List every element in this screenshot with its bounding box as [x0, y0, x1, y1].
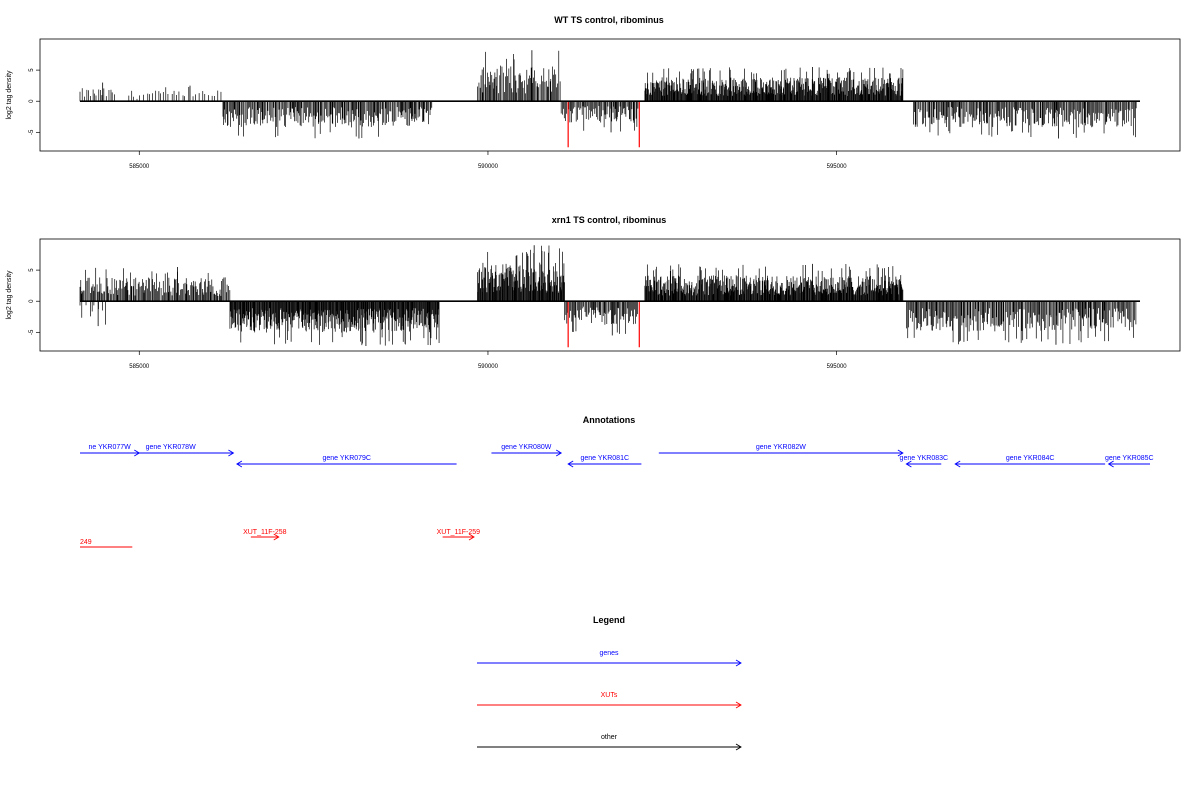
gene-arrow-arrowhead	[228, 449, 235, 457]
gene-arrow-arrowhead	[555, 449, 563, 457]
legend-label: XUTs	[601, 692, 618, 699]
xrn1-panel-title: xrn1 TS control, ribominus	[552, 215, 667, 225]
legend-label: other	[601, 734, 618, 741]
wt-x-tick-label: 590000	[478, 164, 499, 170]
gene-label: gene YKR080W	[501, 444, 551, 451]
xrn1-panel: xrn1 TS control, ribominus log2 tag dens…	[6, 215, 1181, 370]
xut-label: XUT_11F-259	[437, 529, 481, 536]
xrn1-plot-frame	[39, 238, 1181, 352]
wt-panel-title: WT TS control, ribominus	[554, 15, 664, 25]
annotations-track: Annotations ne YKR077W gene YKR078W gene Y…	[80, 415, 1154, 548]
gene-arrow-arrowhead	[236, 460, 243, 468]
legend-arrowhead	[735, 743, 742, 751]
xrn1-y-tick-label: -5	[29, 329, 35, 335]
annotation-items: ne YKR077W gene YKR078W gene YKR079C gene Y…	[80, 444, 1154, 548]
gene-arrow-arrowhead	[1107, 460, 1114, 468]
xut-arrow-arrowhead	[468, 533, 475, 541]
legend-items: genes XUTs other	[477, 650, 742, 751]
gene-arrow-arrowhead	[905, 460, 912, 468]
wt-y-tick-label: 0	[29, 99, 35, 103]
wt-y-tick-label: -5	[29, 129, 35, 135]
wt-y-axis-label: log2 tag density	[6, 70, 13, 120]
wt-bars	[79, 50, 1140, 148]
wt-x-tick-label: 595000	[827, 164, 848, 170]
gene-arrow-arrowhead	[954, 460, 961, 468]
xrn1-axes: -5 0 5 585000 590000 595000	[29, 268, 847, 370]
xut-label: XUT_11F-258	[243, 529, 287, 536]
gene-label: gene YKR078W	[146, 444, 196, 451]
legend: Legend genes XUTs other	[477, 615, 742, 751]
gene-label: gene YKR081C	[581, 455, 630, 462]
xut-arrow-arrowhead	[273, 533, 280, 541]
xut-label: 249	[80, 539, 92, 546]
gene-label: ne YKR077W	[88, 444, 131, 451]
xrn1-y-axis-label: log2 tag density	[6, 270, 13, 320]
xrn1-y-tick-label: 5	[29, 268, 35, 272]
annotations-title: Annotations	[583, 415, 636, 425]
gene-label: gene YKR082W	[756, 444, 806, 451]
xrn1-x-tick-label: 585000	[129, 364, 150, 370]
gene-label: gene YKR085C	[1105, 455, 1154, 462]
wt-axes: -5 0 5 585000 590000 595000	[29, 68, 847, 170]
wt-x-tick-label: 585000	[129, 164, 150, 170]
legend-label: genes	[599, 650, 619, 657]
gene-label: gene YKR079C	[322, 455, 371, 462]
gene-arrow-arrowhead	[897, 449, 904, 457]
legend-arrowhead	[735, 701, 742, 709]
xrn1-x-tick-label: 590000	[478, 364, 499, 370]
wt-plot-frame	[39, 38, 1181, 152]
legend-arrowhead	[735, 659, 742, 667]
legend-title: Legend	[593, 615, 625, 625]
gene-label: gene YKR084C	[1006, 455, 1055, 462]
wt-panel: WT TS control, ribominus log2 tag densit…	[6, 15, 1181, 170]
gene-arrow-arrowhead	[567, 460, 574, 468]
gene-label: gene YKR083C	[900, 455, 949, 462]
xrn1-bars	[79, 245, 1140, 348]
xrn1-x-tick-label: 595000	[827, 364, 848, 370]
wt-y-tick-label: 5	[29, 68, 35, 72]
xrn1-y-tick-label: 0	[29, 299, 35, 303]
